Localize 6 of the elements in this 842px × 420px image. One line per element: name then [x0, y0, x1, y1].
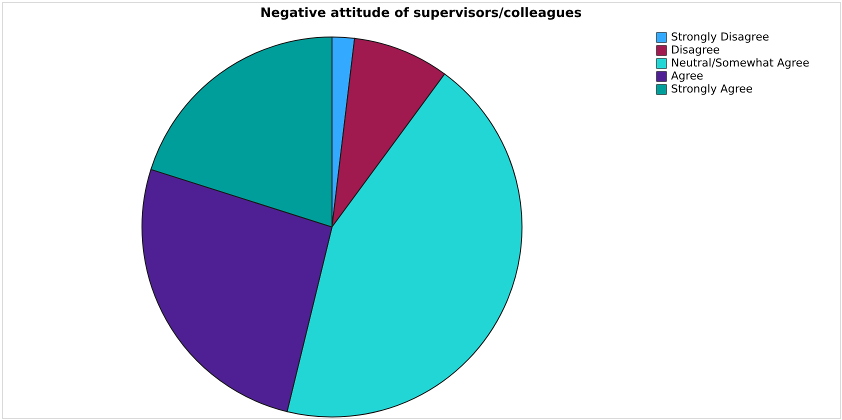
- legend-label: Strongly Disagree: [671, 30, 770, 44]
- legend-label: Strongly Agree: [671, 82, 753, 96]
- chart-title: Negative attitude of supervisors/colleagues: [260, 6, 582, 21]
- legend-label: Neutral/Somewhat Agree: [671, 56, 810, 70]
- legend-label: Disagree: [671, 44, 720, 56]
- legend-label: Agree: [671, 70, 704, 82]
